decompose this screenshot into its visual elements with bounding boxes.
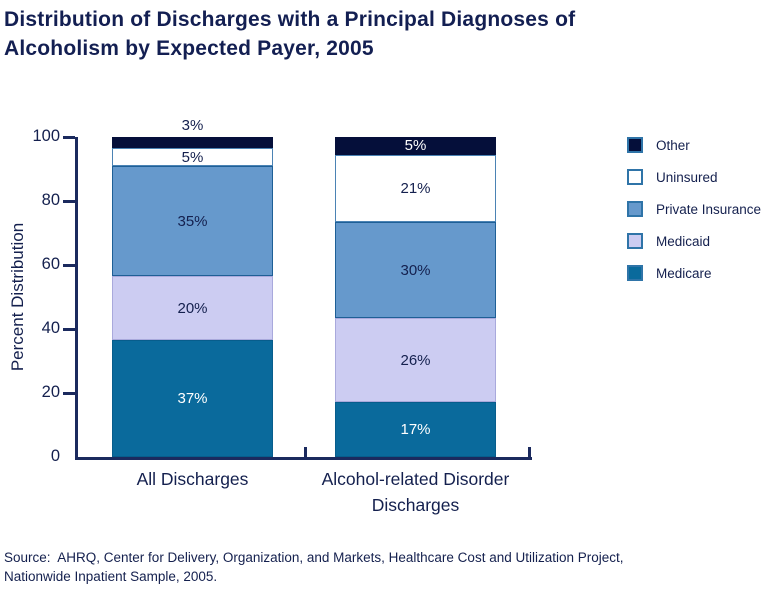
y-axis-title: Percent Distribution <box>8 222 27 372</box>
legend-item-medicaid: Medicaid <box>627 233 761 249</box>
x-axis-category-label-line: Discharges <box>371 495 460 515</box>
bar-all-discharges: 5% 35% 20% 37% <box>112 137 273 457</box>
x-tick-separator <box>304 447 307 457</box>
y-tick-label: 100 <box>32 127 60 145</box>
segment-uninsured: 5% <box>112 148 273 166</box>
value-label-uninsured: 5% <box>181 148 204 166</box>
legend-label-medicaid: Medicaid <box>656 233 711 249</box>
y-tick-label: 40 <box>41 319 60 337</box>
value-label-medicare: 17% <box>400 420 431 438</box>
bar-alcohol-related-disorder-discharges: 5% 21% 30% 26% 17% <box>335 137 496 457</box>
legend-item-private-insurance: Private Insurance <box>627 201 761 217</box>
y-tick-label: 20 <box>41 383 60 401</box>
x-axis-category-label-line: All Discharges <box>136 469 249 489</box>
source-note-line2: Nationwide Inpatient Sample, 2005. <box>4 569 218 584</box>
x-axis-category-label-line: Alcohol-related Disorder <box>321 469 510 489</box>
value-label-outside-other: 3% <box>181 117 204 134</box>
value-label-other: 5% <box>404 137 427 155</box>
legend-item-other: Other <box>627 137 761 153</box>
legend: Other Uninsured Private Insurance Medicaid M… <box>627 137 761 297</box>
legend-swatch-uninsured <box>627 169 643 185</box>
legend-swatch-medicaid <box>627 233 643 249</box>
legend-label-uninsured: Uninsured <box>656 169 718 185</box>
value-label-private-insurance: 30% <box>400 261 431 279</box>
chart-title: Distribution of Discharges with a Princi… <box>4 5 575 63</box>
segment-uninsured: 21% <box>335 154 496 223</box>
value-label-medicaid: 20% <box>177 299 208 317</box>
chart-title-line2: Alcoholism by Expected Payer, 2005 <box>4 37 374 60</box>
x-axis-line <box>75 457 532 460</box>
x-axis-category-label-all-discharges: All Discharges <box>43 466 343 492</box>
legend-label-other: Other <box>656 137 690 153</box>
y-tick <box>63 136 75 139</box>
legend-item-uninsured: Uninsured <box>627 169 761 185</box>
y-tick-label: 0 <box>50 447 60 465</box>
value-label-medicaid: 26% <box>400 351 431 369</box>
segment-medicaid: 20% <box>112 276 273 341</box>
legend-label-private-insurance: Private Insurance <box>656 201 762 217</box>
y-tick <box>63 328 75 331</box>
source-note-line1: Source: AHRQ, Center for Delivery, Organ… <box>4 550 624 565</box>
legend-swatch-private-insurance <box>627 201 643 217</box>
x-tick-end <box>528 447 531 457</box>
segment-other <box>112 137 273 149</box>
value-label-medicare: 37% <box>177 390 208 408</box>
y-tick <box>63 392 75 395</box>
value-label-uninsured: 21% <box>400 180 431 198</box>
segment-medicare: 37% <box>112 340 273 457</box>
chart-title-line1: Distribution of Discharges with a Princi… <box>4 8 576 31</box>
x-axis-category-label-alcohol-related-disorder-discharges: Alcohol-related Disorder Discharges <box>266 466 566 518</box>
segment-medicaid: 26% <box>335 318 496 402</box>
y-tick-label: 80 <box>41 191 60 209</box>
legend-item-medicare: Medicare <box>627 265 761 281</box>
value-label-private-insurance: 35% <box>177 212 208 230</box>
legend-swatch-other <box>627 137 643 153</box>
source-note: Source: AHRQ, Center for Delivery, Organ… <box>4 548 624 586</box>
y-axis-line <box>75 137 78 460</box>
y-tick <box>63 264 75 267</box>
segment-medicare: 17% <box>335 401 496 457</box>
y-tick <box>63 200 75 203</box>
legend-swatch-medicare <box>627 265 643 281</box>
y-tick-label: 60 <box>41 255 60 273</box>
segment-private-insurance: 35% <box>112 165 273 277</box>
legend-label-medicare: Medicare <box>656 265 712 281</box>
segment-private-insurance: 30% <box>335 222 496 319</box>
segment-other: 5% <box>335 137 496 155</box>
